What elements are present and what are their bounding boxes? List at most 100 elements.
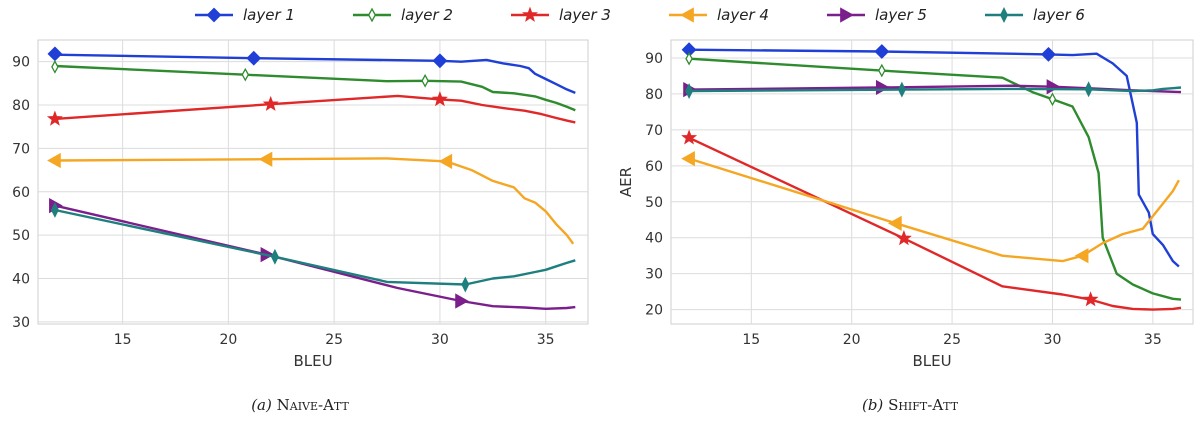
- legend-entry-3: layer 3: [511, 6, 611, 24]
- series-marker: [897, 81, 906, 98]
- y-tick-label: 50: [12, 228, 30, 244]
- x-tick-label: 25: [943, 332, 961, 348]
- series-layer-1: [47, 46, 576, 95]
- y-axis-label: AER: [617, 167, 635, 197]
- legend-marker: [680, 7, 694, 23]
- series-marker: [421, 73, 429, 88]
- series-line: [54, 64, 576, 112]
- y-tick-label: 50: [645, 195, 663, 211]
- series-marker: [1084, 81, 1093, 98]
- x-tick-label: 25: [325, 332, 343, 348]
- series-layer-2: [51, 60, 576, 112]
- y-tick-label: 80: [12, 98, 30, 114]
- x-tick-label: 15: [114, 332, 132, 348]
- y-tick-label: 40: [12, 271, 30, 287]
- legend-label: layer 1: [243, 6, 295, 24]
- x-tick-label: 15: [742, 332, 760, 348]
- caption-prefix: (a): [251, 396, 272, 414]
- chart-legend: layer 1 layer 2 layer 3 layer 4 layer 5 layer…: [195, 6, 1085, 24]
- series-layer-3: [46, 91, 576, 126]
- series-marker: [431, 91, 448, 107]
- series-marker: [262, 95, 279, 111]
- series-marker: [1082, 291, 1099, 307]
- y-tick-label: 90: [645, 51, 663, 67]
- legend-label: layer 3: [559, 6, 611, 24]
- caption-shift-att: (b) Shift-Att: [760, 396, 1060, 414]
- series-line: [54, 157, 575, 245]
- caption-prefix: (b): [861, 396, 884, 414]
- series-line: [688, 136, 1182, 311]
- series-marker: [895, 230, 912, 246]
- x-tick-label: 20: [219, 332, 237, 348]
- legend-label: layer 5: [875, 6, 927, 24]
- legend-marker: [367, 7, 377, 23]
- x-tick-label: 20: [843, 332, 861, 348]
- y-tick-label: 30: [645, 267, 663, 283]
- series-marker: [874, 44, 890, 59]
- y-tick-label: 30: [12, 315, 30, 331]
- legend-label: layer 6: [1033, 6, 1085, 24]
- y-tick-label: 20: [645, 303, 663, 319]
- series-layer-2: [685, 51, 1182, 301]
- legend-entry-4: layer 4: [669, 6, 769, 24]
- caption-naive-att: (a) Naive-Att: [150, 396, 450, 414]
- x-tick-label: 35: [1144, 332, 1162, 348]
- y-tick-label: 80: [645, 87, 663, 103]
- y-tick-label: 70: [12, 141, 30, 157]
- caption-name: Naive-Att: [276, 396, 349, 414]
- legend-label: layer 4: [717, 6, 769, 24]
- series-marker: [432, 53, 448, 69]
- legend-marker: [206, 7, 222, 23]
- series-line: [54, 94, 576, 124]
- x-tick-label: 30: [1044, 332, 1062, 348]
- series-line: [689, 57, 1182, 301]
- x-tick-label: 30: [431, 332, 449, 348]
- series-marker: [685, 51, 693, 66]
- x-tick-label: 35: [537, 332, 555, 348]
- y-tick-label: 90: [12, 55, 30, 71]
- y-tick-label: 70: [645, 123, 663, 139]
- series-layer-6: [50, 202, 576, 293]
- series-line: [54, 208, 576, 286]
- series-marker: [888, 215, 902, 231]
- series-marker: [681, 129, 698, 145]
- caption-name: Shift-Att: [888, 396, 959, 414]
- series-marker: [1041, 46, 1056, 62]
- x-axis-label: BLEU: [912, 352, 951, 370]
- series-marker: [878, 63, 886, 78]
- plot-area: [670, 39, 1194, 325]
- series-marker: [246, 50, 262, 66]
- series-marker: [455, 293, 469, 309]
- series-marker: [1074, 248, 1089, 264]
- legend-entry-1: layer 1: [195, 6, 295, 24]
- legend-entry-2: layer 2: [353, 6, 453, 24]
- legend-entry-5: layer 5: [827, 6, 927, 24]
- series-marker: [461, 276, 470, 293]
- legend-label: layer 2: [401, 6, 453, 24]
- legend-marker: [1000, 7, 1008, 23]
- y-tick-label: 60: [645, 159, 663, 175]
- series-marker: [241, 67, 250, 82]
- series-marker: [46, 110, 63, 126]
- series-marker: [51, 60, 59, 74]
- legend-marker: [522, 6, 538, 22]
- y-tick-label: 40: [645, 231, 663, 247]
- series-marker: [258, 151, 273, 167]
- series-marker: [681, 151, 695, 167]
- legend-marker: [840, 7, 854, 23]
- x-axis-label: BLEU: [293, 352, 332, 370]
- chart-panel-shift-att: 15 20 25 30 35 20 30 40 50 60 70 80 90 BLEU AER: [617, 39, 1194, 370]
- series-line: [688, 157, 1180, 263]
- series-layer-4: [47, 151, 575, 245]
- series-marker: [50, 202, 59, 218]
- chart-panel-naive-att: 15 20 25 30 35 30 40 50 60 70 80 90 BLEU: [12, 39, 589, 370]
- series-layer-1: [681, 42, 1180, 268]
- legend-entry-6: layer 6: [985, 6, 1085, 24]
- plot-area: [37, 39, 589, 325]
- series-layer-3: [681, 129, 1182, 311]
- series-line: [689, 86, 1182, 93]
- series-marker: [685, 83, 694, 100]
- series-layer-6: [685, 81, 1182, 100]
- series-layer-4: [681, 151, 1180, 264]
- series-marker: [270, 248, 279, 265]
